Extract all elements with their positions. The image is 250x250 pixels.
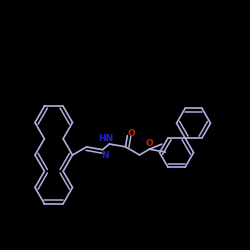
Text: N: N xyxy=(101,151,108,160)
Text: HN: HN xyxy=(98,134,113,143)
Text: O: O xyxy=(146,139,154,148)
Text: O: O xyxy=(128,129,135,138)
